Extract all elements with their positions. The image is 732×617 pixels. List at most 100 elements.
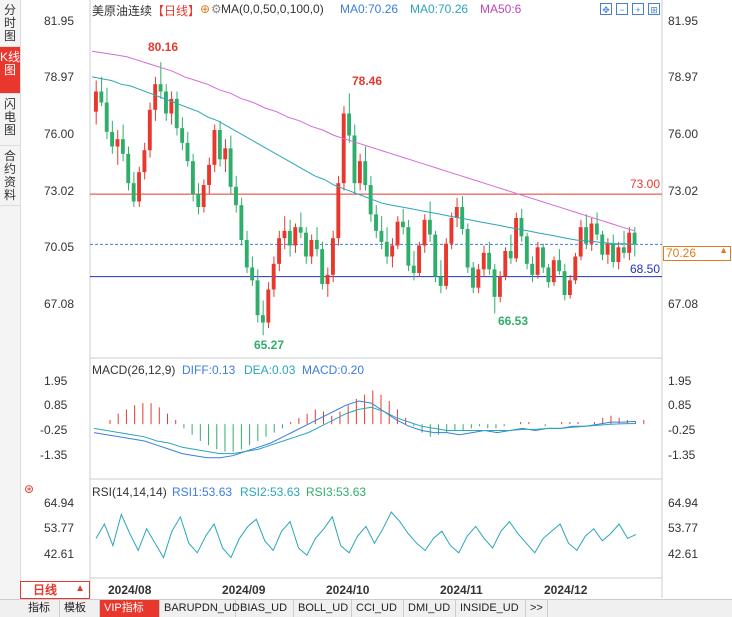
tab-boll[interactable]: BOLL_UD (294, 600, 352, 617)
candle-body (94, 91, 98, 112)
candle-body (293, 227, 298, 246)
macd-tick-right: 0.85 (668, 398, 692, 412)
candle-body (487, 252, 492, 270)
tab-contract-info[interactable]: 合约资料 (0, 146, 20, 206)
price-tick-right: 81.95 (668, 14, 699, 28)
indicator-tab-bar: 指标 模板 VIP指标 BARUPDN_UD BIAS_UD BOLL_UD C… (0, 599, 732, 617)
candle-body (347, 113, 352, 136)
period-button[interactable]: 日线 ▲ (20, 581, 90, 599)
tab-cci[interactable]: CCI_UD (352, 600, 404, 617)
fit-icon[interactable]: ✥ (600, 3, 612, 15)
price-tick-right: 78.97 (668, 70, 699, 84)
crosshair-icon[interactable]: ⊞ (648, 3, 660, 15)
candle-body (519, 218, 524, 237)
candle-body (234, 186, 238, 206)
candle-body (627, 232, 632, 253)
candle-body (207, 164, 211, 185)
candle-body (212, 130, 217, 165)
low-label: 66.53 (498, 314, 529, 328)
candle-body (120, 139, 125, 154)
macd-diff: DIFF:0.13 (182, 363, 236, 377)
candle-body (228, 148, 233, 187)
zoom-in-icon[interactable]: + (632, 3, 644, 15)
candle-body (282, 230, 287, 239)
macd-tick: 0.85 (44, 398, 68, 412)
candle-body (449, 218, 454, 244)
price-tick-right: 76.00 (668, 127, 699, 141)
tab-template[interactable]: 模板 (60, 600, 100, 617)
ma-params: MA(0,0,50,0,100,0) (221, 2, 324, 16)
ma2-value: MA0:70.26 (410, 2, 469, 16)
x-axis-label: 2024/08 (108, 583, 152, 597)
candle-body (287, 230, 292, 246)
candle-body (616, 247, 621, 262)
macd-value: MACD:0.20 (302, 363, 365, 377)
candle-body (131, 183, 136, 202)
x-axis-label: 2024/10 (326, 583, 370, 597)
tab-indicator[interactable]: 指标 (24, 600, 60, 617)
zoom-out-icon[interactable]: − (616, 3, 628, 15)
tab-vip-indicator[interactable]: VIP指标 (100, 600, 160, 617)
high-label: 78.46 (352, 74, 383, 88)
candle-body (368, 185, 373, 215)
candle-body (546, 267, 551, 283)
candle-body (621, 247, 626, 253)
rsi1-value: RSI1:53.63 (172, 485, 233, 499)
candle-body (605, 243, 610, 255)
tab-kline[interactable]: K线图 (0, 47, 20, 94)
high-label: 80.16 (148, 40, 179, 54)
candle-body (110, 131, 115, 147)
low-label: 65.27 (254, 338, 285, 352)
candle-body (562, 271, 567, 295)
candle-body (185, 142, 190, 162)
candle-body (99, 91, 104, 103)
candle-body (169, 98, 174, 114)
ma100-line (91, 50, 635, 232)
tab-intraday[interactable]: 分时图 (0, 0, 20, 47)
tab-barupdn[interactable]: BARUPDN_UD (160, 600, 240, 617)
candle-body (611, 243, 615, 262)
more-tabs-button[interactable]: >> (526, 600, 548, 617)
tab-inside[interactable]: INSIDE_UD (456, 600, 526, 617)
tab-dmi[interactable]: DMI_UD (404, 600, 456, 617)
add-icon[interactable]: ⊕ (200, 2, 211, 16)
price-tick: 76.00 (44, 127, 75, 141)
candle-body (104, 102, 109, 132)
candle-body (438, 276, 443, 286)
candle-body (567, 280, 572, 295)
rsi3-value: RSI3:53.63 (306, 485, 367, 499)
candle-body (632, 232, 637, 245)
candle-body (471, 267, 475, 288)
candle-body (271, 263, 276, 290)
price-tick: 70.05 (44, 240, 75, 254)
candle-body (508, 251, 513, 259)
candle-body (180, 128, 185, 143)
rsi-tick-right: 42.61 (668, 547, 699, 561)
rsi2-value: RSI2:53.63 (240, 485, 301, 499)
candle-body (190, 161, 195, 195)
candle-body (164, 91, 168, 114)
target-icon[interactable]: ⊛ (24, 482, 35, 496)
candle-body (417, 245, 422, 273)
candle-body (255, 280, 260, 316)
candle-body (374, 214, 378, 231)
candle-body (427, 219, 432, 235)
settings-icon[interactable]: ⚙ (211, 2, 222, 16)
candle-body (174, 98, 179, 129)
ma3-value: MA50:6 (480, 2, 522, 16)
candle-body (551, 260, 556, 283)
candle-body (600, 234, 605, 255)
candle-body (411, 265, 416, 273)
candle-body (594, 223, 599, 235)
candle-body (541, 247, 545, 268)
period-button-label: 日线 (33, 583, 58, 597)
left-sidebar: 分时图 K线图 闪电图 合约资料 (0, 0, 21, 600)
candle-body (244, 240, 249, 268)
rsi-tick-right: 53.77 (668, 521, 699, 535)
tab-bias[interactable]: BIAS_UD (236, 600, 294, 617)
ma50-line (91, 76, 635, 245)
candle-body (304, 232, 308, 257)
rsi-title: RSI(14,14,14) (92, 485, 167, 499)
tab-flash[interactable]: 闪电图 (0, 94, 20, 146)
